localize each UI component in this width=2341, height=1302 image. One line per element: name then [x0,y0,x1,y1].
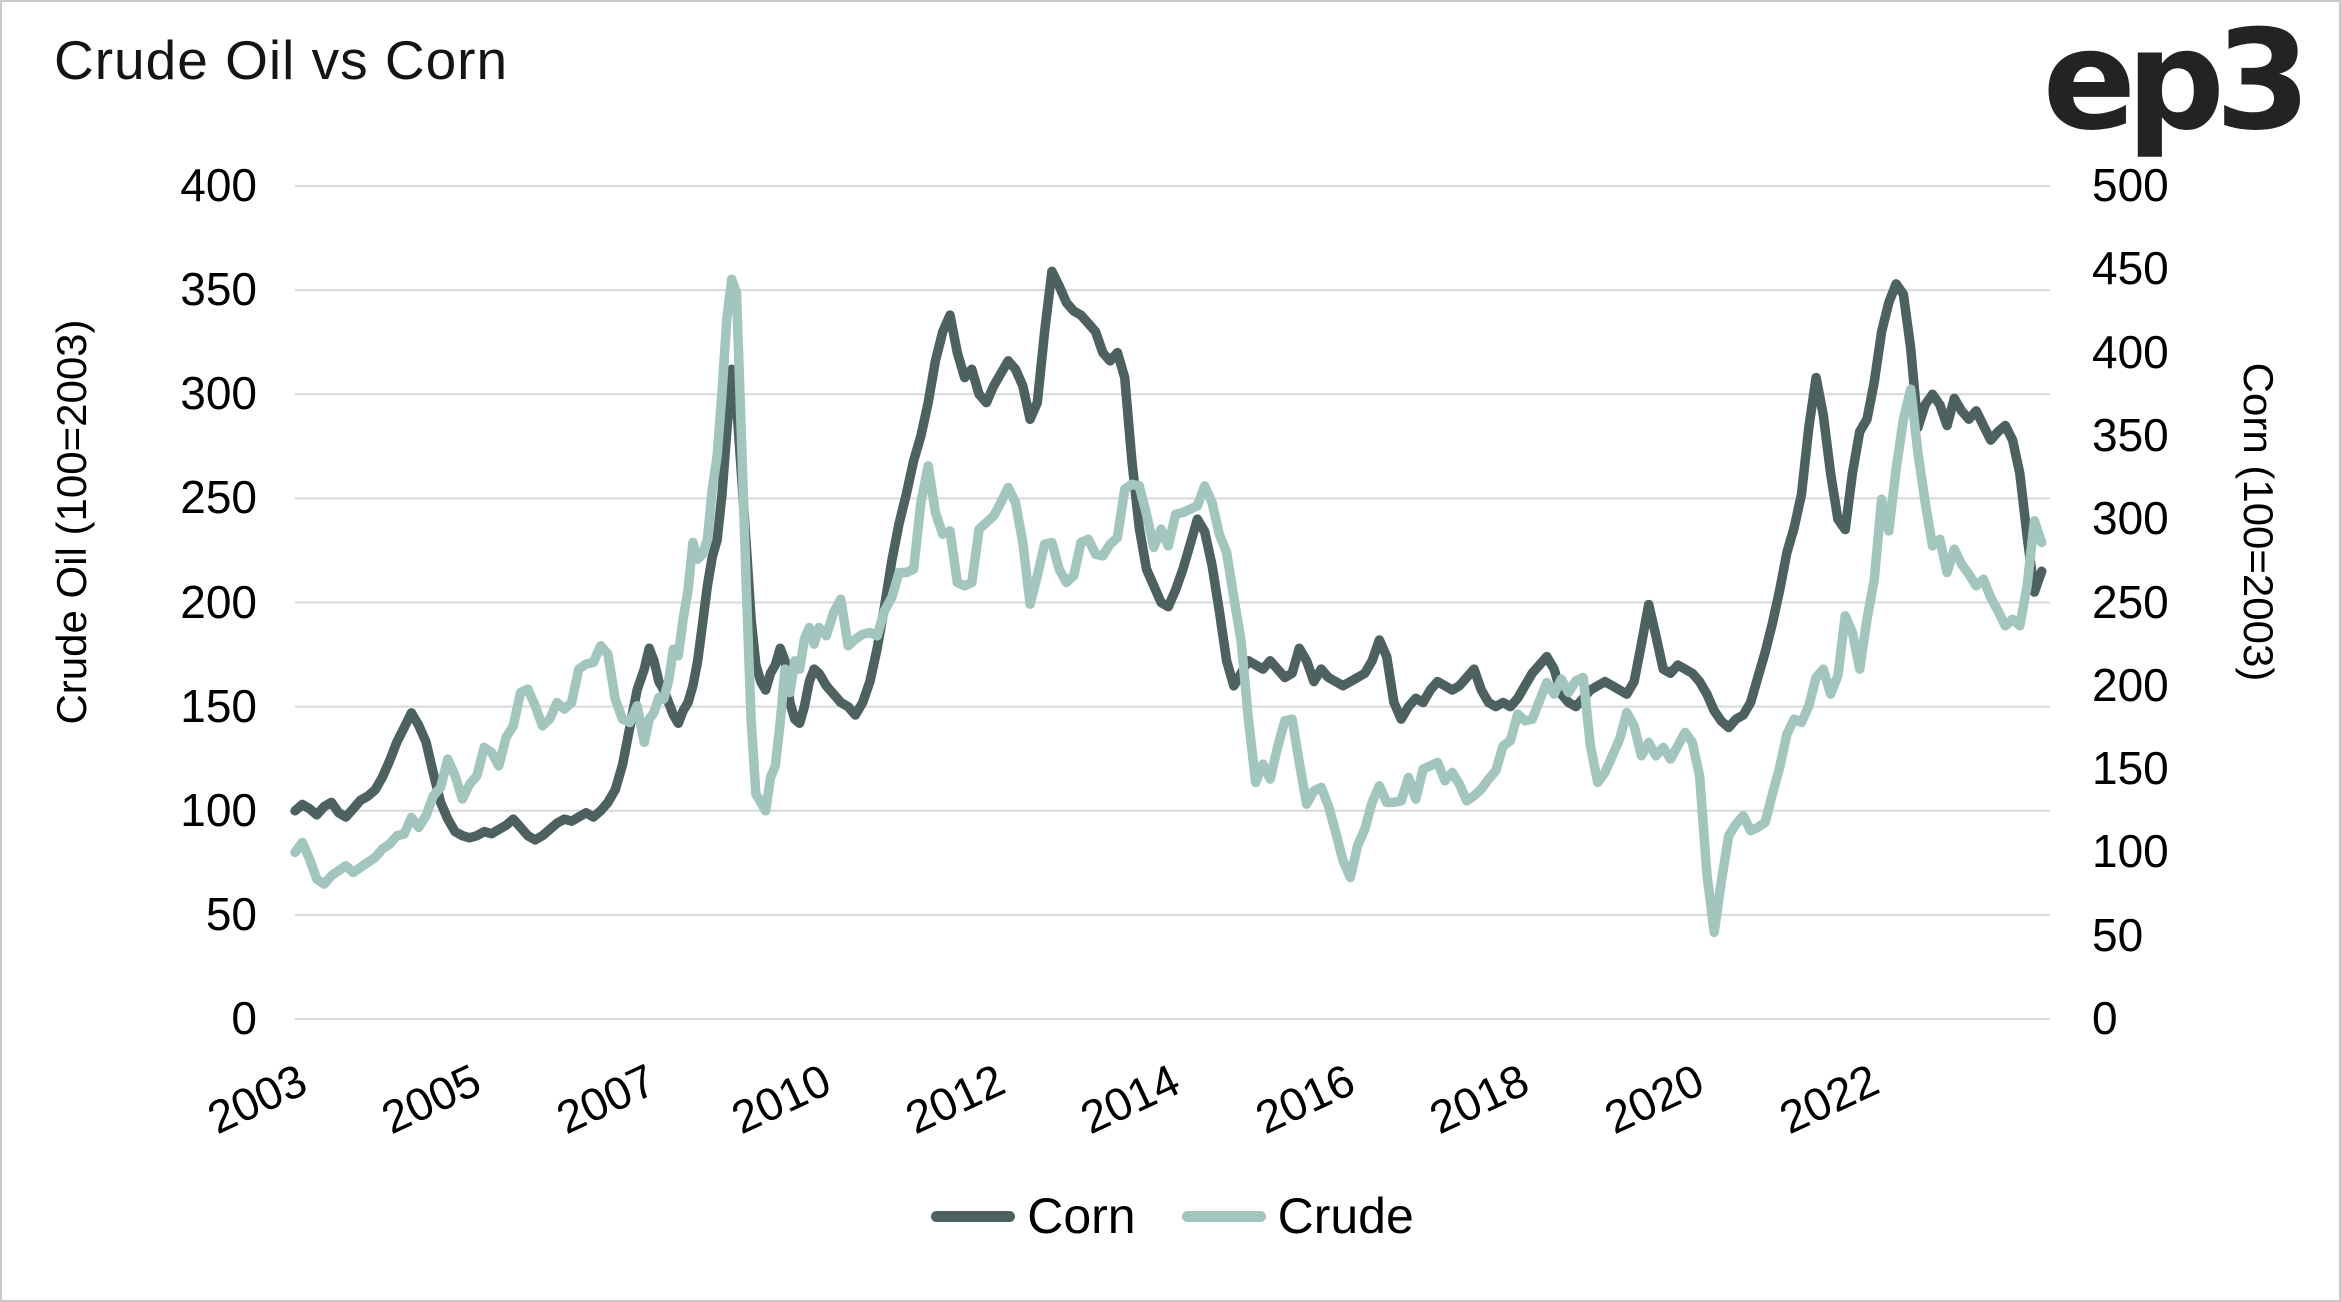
right-axis-tick-label: 50 [2092,908,2144,961]
legend-item-corn: Corn [931,1187,1136,1245]
left-axis-tick-label: 350 [180,263,257,316]
left-axis-tick-label: 200 [180,575,257,628]
corn-line-swatch [931,1210,1016,1222]
right-axis-tick-label: 0 [2092,992,2118,1044]
left-axis-tick-label: 50 [205,887,257,940]
legend-label-crude: Crude [1277,1188,1414,1244]
legend-item-crude: Crude [1181,1187,1414,1245]
right-axis-tick-label: 150 [2092,742,2169,795]
crude-series-line [290,274,2047,938]
left-axis-tick-label: 300 [180,367,257,420]
legend: Corn Crude [2,1187,2339,1245]
right-axis-tick-label: 400 [2092,325,2169,378]
legend-label-corn: Corn [1027,1188,1136,1244]
right-axis-tick-label: 450 [2092,242,2169,295]
corn-series-line [290,266,2047,845]
right-axis-tick-label: 500 [2092,159,2169,211]
right-axis-tick-label: 200 [2092,658,2169,711]
left-axis-tick-label: 400 [180,159,257,211]
left-axis-tick-label: 150 [180,679,257,732]
left-axis-tick-label: 100 [180,783,257,836]
left-axis-tick-label: 0 [231,992,257,1044]
right-axis-tick-label: 350 [2092,408,2169,461]
right-axis-tick-label: 100 [2092,825,2169,878]
left-axis-tick-label: 250 [180,471,257,524]
chart-title: Crude Oil vs Corn [54,29,509,91]
right-axis-tick-label: 250 [2092,575,2169,628]
crude-line-swatch [1181,1210,1266,1222]
right-axis-tick-label: 300 [2092,492,2169,545]
ep3-logo: ep3 [2042,0,2311,161]
